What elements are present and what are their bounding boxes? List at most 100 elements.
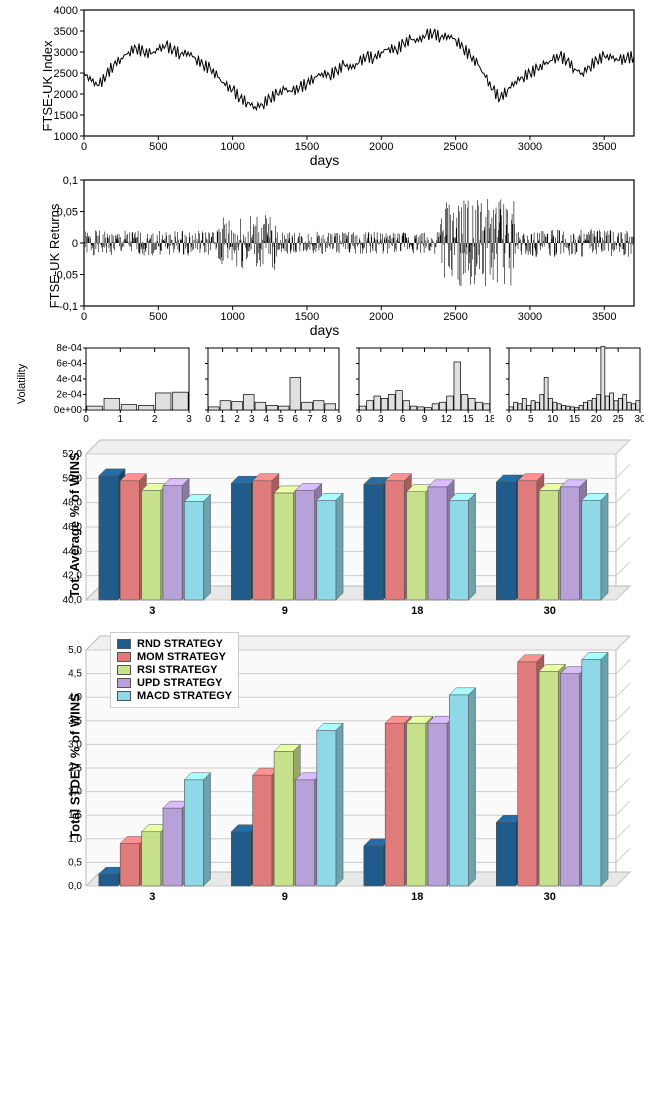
svg-text:46,0: 46,0 xyxy=(63,522,83,533)
svg-text:3500: 3500 xyxy=(592,311,616,323)
svg-text:0: 0 xyxy=(81,141,87,153)
legend-label: MOM STRATEGY xyxy=(137,651,226,663)
svg-text:1000: 1000 xyxy=(220,141,244,153)
svg-text:0: 0 xyxy=(83,414,89,424)
volatility-ylabel: Volatility xyxy=(16,364,28,404)
svg-text:2500: 2500 xyxy=(443,141,467,153)
svg-text:2,0: 2,0 xyxy=(68,787,82,798)
svg-text:500: 500 xyxy=(149,311,167,323)
ftse-returns-ylabel: FTSE-UK Returns xyxy=(47,204,62,309)
svg-text:2000: 2000 xyxy=(369,311,393,323)
svg-text:40,0: 40,0 xyxy=(63,595,83,606)
svg-text:2000: 2000 xyxy=(54,89,78,101)
svg-text:0,1: 0,1 xyxy=(63,175,78,187)
svg-text:4: 4 xyxy=(264,414,270,424)
svg-text:8e-04: 8e-04 xyxy=(56,344,82,354)
legend-item: RSI STRATEGY xyxy=(117,664,232,676)
svg-text:2000: 2000 xyxy=(369,141,393,153)
svg-text:3,5: 3,5 xyxy=(68,716,82,727)
svg-text:7: 7 xyxy=(307,414,313,424)
stdev-wins-chart: Total STDEV % of WINS 0,00,51,01,52,02,5… xyxy=(4,626,645,906)
svg-text:52,0: 52,0 xyxy=(63,449,83,460)
legend-label: RSI STRATEGY xyxy=(137,664,217,676)
svg-text:2500: 2500 xyxy=(54,68,78,80)
legend-item: RND STRATEGY xyxy=(117,638,232,650)
svg-text:3: 3 xyxy=(249,414,255,424)
svg-text:9: 9 xyxy=(336,414,342,424)
volatility-row: Volatility 01230e+002e-044e-046e-048e-04… xyxy=(4,344,645,424)
svg-text:3000: 3000 xyxy=(518,311,542,323)
volatility-subplots: 01230e+002e-044e-046e-048e-0401234567890… xyxy=(50,344,645,424)
strategy-legend: RND STRATEGYMOM STRATEGYRSI STRATEGYUPD … xyxy=(110,632,239,708)
svg-text:0: 0 xyxy=(205,414,211,424)
svg-text:50,0: 50,0 xyxy=(63,473,83,484)
svg-text:0: 0 xyxy=(81,311,87,323)
svg-text:5,0: 5,0 xyxy=(68,645,82,656)
svg-text:4,0: 4,0 xyxy=(68,692,82,703)
svg-text:3500: 3500 xyxy=(592,141,616,153)
svg-text:1,5: 1,5 xyxy=(68,810,82,821)
svg-text:0: 0 xyxy=(356,414,362,424)
svg-text:12: 12 xyxy=(440,414,452,424)
svg-text:18: 18 xyxy=(411,605,423,617)
svg-text:4000: 4000 xyxy=(54,5,78,17)
svg-text:9: 9 xyxy=(282,891,288,903)
svg-text:2: 2 xyxy=(152,414,158,424)
svg-text:10: 10 xyxy=(547,414,559,424)
svg-text:3500: 3500 xyxy=(54,26,78,38)
svg-text:48,0: 48,0 xyxy=(63,498,83,509)
svg-text:1,0: 1,0 xyxy=(68,834,82,845)
svg-text:0: 0 xyxy=(72,238,78,250)
svg-text:-0,1: -0,1 xyxy=(59,301,78,313)
svg-text:25: 25 xyxy=(612,414,624,424)
svg-text:0,5: 0,5 xyxy=(68,857,82,868)
legend-label: RND STRATEGY xyxy=(137,638,223,650)
svg-text:6: 6 xyxy=(399,414,405,424)
ftse-returns-svg: -0,1-0,0500,050,105001000150020002500300… xyxy=(50,174,640,324)
svg-text:15: 15 xyxy=(569,414,581,424)
svg-text:30: 30 xyxy=(544,891,556,903)
svg-text:5: 5 xyxy=(278,414,284,424)
legend-item: MOM STRATEGY xyxy=(117,651,232,663)
svg-text:2500: 2500 xyxy=(443,311,467,323)
svg-text:1: 1 xyxy=(220,414,226,424)
svg-text:4,5: 4,5 xyxy=(68,669,82,680)
ftse-index-svg: 1000150020002500300035004000050010001500… xyxy=(50,4,640,154)
svg-text:1: 1 xyxy=(118,414,124,424)
svg-text:15: 15 xyxy=(462,414,474,424)
svg-text:2e-04: 2e-04 xyxy=(56,390,82,401)
svg-text:2,5: 2,5 xyxy=(68,763,82,774)
svg-text:0e+00: 0e+00 xyxy=(54,405,83,416)
ftse-index-ylabel: FTSE-UK Index xyxy=(40,40,55,131)
svg-text:5: 5 xyxy=(528,414,534,424)
svg-text:20: 20 xyxy=(591,414,603,424)
svg-text:30: 30 xyxy=(634,414,644,424)
svg-text:42,0: 42,0 xyxy=(63,571,83,582)
svg-text:1000: 1000 xyxy=(220,311,244,323)
svg-text:500: 500 xyxy=(149,141,167,153)
svg-text:1000: 1000 xyxy=(54,131,78,143)
stdev-wins-svg-wrap: 0,00,51,01,52,02,53,03,54,04,55,0391830 … xyxy=(50,626,645,906)
svg-text:3000: 3000 xyxy=(54,47,78,59)
svg-text:18: 18 xyxy=(411,891,423,903)
svg-text:18: 18 xyxy=(484,414,494,424)
svg-text:0: 0 xyxy=(506,414,512,424)
svg-text:9: 9 xyxy=(421,414,427,424)
legend-label: MACD STRATEGY xyxy=(137,690,232,702)
svg-text:6: 6 xyxy=(293,414,299,424)
ftse-index-chart: FTSE-UK Index 10001500200025003000350040… xyxy=(4,4,645,168)
svg-text:9: 9 xyxy=(282,605,288,617)
svg-text:3000: 3000 xyxy=(518,141,542,153)
legend-label: UPD STRATEGY xyxy=(137,677,222,689)
svg-text:3: 3 xyxy=(149,605,155,617)
svg-text:6e-04: 6e-04 xyxy=(56,359,82,370)
legend-item: MACD STRATEGY xyxy=(117,690,232,702)
svg-text:3: 3 xyxy=(149,891,155,903)
ftse-returns-chart: FTSE-UK Returns -0,1-0,0500,050,10500100… xyxy=(4,174,645,338)
ftse-index-xlabel: days xyxy=(4,152,645,168)
svg-text:3,0: 3,0 xyxy=(68,739,82,750)
svg-text:8: 8 xyxy=(322,414,328,424)
ftse-returns-xlabel: days xyxy=(4,322,645,338)
svg-text:44,0: 44,0 xyxy=(63,546,83,557)
avg-wins-chart: Tot. Average % of WINS 40,042,044,046,04… xyxy=(4,430,645,620)
